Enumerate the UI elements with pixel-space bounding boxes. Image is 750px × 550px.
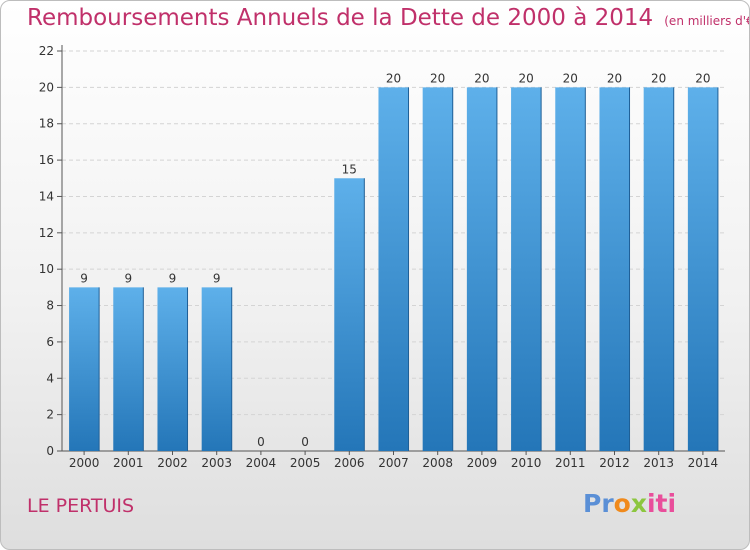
data-label: 20 bbox=[607, 71, 622, 85]
x-tick-label: 2006 bbox=[334, 456, 365, 470]
x-tick-label: 2001 bbox=[113, 456, 144, 470]
bar bbox=[157, 287, 188, 451]
x-tick-label: 2012 bbox=[599, 456, 630, 470]
data-label: 20 bbox=[430, 71, 445, 85]
data-label: 9 bbox=[124, 271, 132, 285]
bar bbox=[643, 87, 674, 451]
y-tick-label: 14 bbox=[39, 189, 54, 203]
y-tick-label: 22 bbox=[39, 44, 54, 58]
data-label: 20 bbox=[651, 71, 666, 85]
chart-title-text: Remboursements Annuels de la Dette de 20… bbox=[27, 5, 654, 31]
chart-unit-note: (en milliers d'€) bbox=[664, 14, 750, 28]
bar bbox=[599, 87, 630, 451]
x-tick-label: 2011 bbox=[555, 456, 586, 470]
bar bbox=[687, 87, 718, 451]
bar bbox=[466, 87, 497, 451]
y-tick-label: 18 bbox=[39, 117, 54, 131]
x-tick-label: 2005 bbox=[290, 456, 321, 470]
proxiti-logo: Proxiti bbox=[583, 489, 677, 518]
y-tick-label: 4 bbox=[46, 371, 54, 385]
y-tick-label: 0 bbox=[46, 444, 54, 458]
x-tick-label: 2010 bbox=[511, 456, 542, 470]
bar bbox=[334, 178, 365, 452]
x-tick-label: 2002 bbox=[157, 456, 188, 470]
y-tick-label: 10 bbox=[39, 262, 54, 276]
data-label: 0 bbox=[257, 435, 265, 449]
x-tick-label: 2013 bbox=[643, 456, 674, 470]
y-tick-label: 16 bbox=[39, 153, 54, 167]
data-label: 9 bbox=[213, 271, 221, 285]
x-tick-label: 2008 bbox=[422, 456, 453, 470]
y-tick-label: 2 bbox=[46, 408, 54, 422]
y-tick-label: 6 bbox=[46, 335, 54, 349]
bar bbox=[555, 87, 586, 451]
bar bbox=[201, 287, 232, 451]
data-label: 9 bbox=[80, 271, 88, 285]
bar bbox=[113, 287, 144, 451]
commune-name: LE PERTUIS bbox=[27, 495, 135, 517]
data-label: 20 bbox=[695, 71, 710, 85]
x-tick-label: 2014 bbox=[688, 456, 719, 470]
x-tick-label: 2007 bbox=[378, 456, 409, 470]
x-tick-label: 2009 bbox=[467, 456, 498, 470]
data-label: 20 bbox=[563, 71, 578, 85]
data-label: 20 bbox=[386, 71, 401, 85]
bar bbox=[69, 287, 100, 451]
y-tick-label: 20 bbox=[39, 80, 54, 94]
bar bbox=[422, 87, 453, 451]
x-tick-label: 2004 bbox=[246, 456, 277, 470]
data-label: 9 bbox=[169, 271, 177, 285]
data-label: 15 bbox=[342, 162, 357, 176]
y-tick-label: 8 bbox=[46, 299, 54, 313]
data-label: 20 bbox=[474, 71, 489, 85]
chart-title: Remboursements Annuels de la Dette de 20… bbox=[27, 5, 750, 31]
x-tick-label: 2003 bbox=[201, 456, 232, 470]
data-label: 0 bbox=[301, 435, 309, 449]
bar bbox=[378, 87, 409, 451]
data-label: 20 bbox=[518, 71, 533, 85]
y-tick-label: 12 bbox=[39, 226, 54, 240]
bar bbox=[511, 87, 542, 451]
x-tick-label: 2000 bbox=[69, 456, 100, 470]
